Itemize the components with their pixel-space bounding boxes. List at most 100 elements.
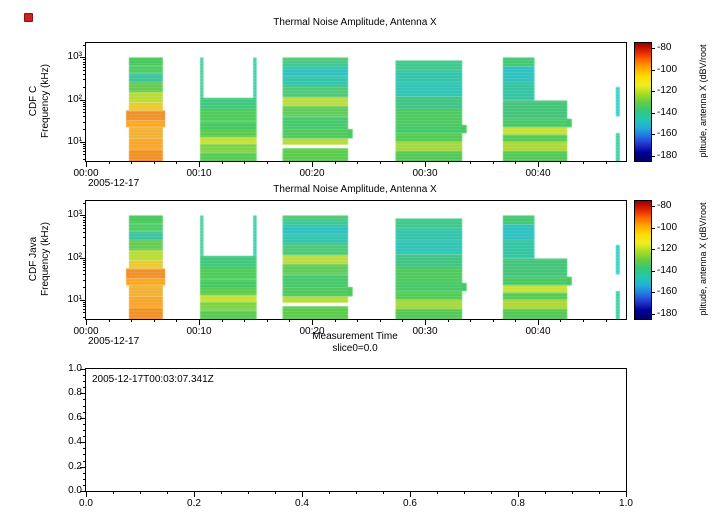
tick-mark xyxy=(267,161,268,164)
x-tick-label: 00:40 xyxy=(525,326,551,337)
tick-mark xyxy=(83,280,86,281)
tick-mark xyxy=(83,436,86,437)
date-label: 2005-12-17 xyxy=(88,178,140,189)
tick-mark xyxy=(83,287,86,288)
tick-mark xyxy=(83,399,86,400)
colorbar-tick-label: -160 xyxy=(657,128,678,139)
tick-mark xyxy=(80,100,86,101)
colorbar-label-cdf-java: plitude, antenna X (dBV/root xyxy=(698,202,708,316)
colorbar-cdf-java[interactable]: -80 -100 -120 -140 -160 -180 xyxy=(634,200,677,320)
tick-mark xyxy=(83,375,86,376)
tick-mark xyxy=(402,161,403,164)
y-tick-label: 0.6 xyxy=(68,412,82,423)
tick-mark xyxy=(113,491,114,494)
colorbar-gradient xyxy=(635,201,651,319)
tick-mark xyxy=(83,309,86,310)
tick-mark xyxy=(606,319,607,322)
tick-mark xyxy=(83,106,86,107)
tick-mark xyxy=(651,228,655,229)
tick-mark xyxy=(357,161,358,164)
tick-mark xyxy=(329,491,330,494)
x-tick-label: 00:30 xyxy=(412,326,438,337)
tick-mark xyxy=(109,319,110,322)
tick-mark xyxy=(335,319,336,322)
tick-mark xyxy=(267,319,268,322)
tick-mark xyxy=(560,161,561,164)
tick-mark xyxy=(83,485,86,486)
x-tick-label: 00:30 xyxy=(412,168,438,179)
tick-mark xyxy=(437,491,438,494)
context-plot[interactable]: 2005-12-17T00:03:07.341Z 0.0 0.2 0.4 0.6 0.8… xyxy=(68,363,633,509)
y-tick-label: 0.0 xyxy=(68,485,82,496)
x-tick-label: 0.6 xyxy=(403,498,417,509)
date-label: 2005-12-17 xyxy=(88,336,140,347)
tick-mark xyxy=(83,225,86,226)
x-tick-label: 00:00 xyxy=(73,168,99,179)
tick-mark xyxy=(167,491,168,494)
tick-mark xyxy=(140,491,141,494)
spectrogram-cdf-c[interactable]: 2005-12-17 10³ 10² 10¹ 00:00 00:10 00:20 00:30… xyxy=(68,42,627,189)
x-tick-label: 0.4 xyxy=(295,498,309,509)
x-tick-label: 00:10 xyxy=(186,168,212,179)
tick-mark xyxy=(289,319,290,322)
panel-label: CDF C xyxy=(28,85,39,117)
tick-mark xyxy=(448,161,449,164)
tick-mark xyxy=(464,491,465,494)
tick-mark xyxy=(83,45,86,46)
tick-mark xyxy=(83,74,86,75)
x-tick-label: 00:10 xyxy=(186,326,212,337)
y-tick-label: 0.8 xyxy=(68,387,82,398)
tick-mark xyxy=(651,113,655,114)
tick-mark xyxy=(383,491,384,494)
y-tick-label: 10² xyxy=(67,94,82,105)
y-tick-label: 10³ xyxy=(67,51,82,62)
tick-mark xyxy=(83,304,86,305)
tick-mark xyxy=(410,491,411,497)
tick-mark xyxy=(86,491,87,497)
tick-mark xyxy=(606,161,607,164)
tick-mark xyxy=(83,473,86,474)
tick-mark xyxy=(651,271,655,272)
tick-mark xyxy=(80,467,86,468)
colorbar-tick-label: -180 xyxy=(657,308,678,319)
tick-mark xyxy=(538,319,539,325)
tick-mark xyxy=(491,491,492,494)
x-tick-label: 00:00 xyxy=(73,326,99,337)
tick-mark xyxy=(651,314,655,315)
tick-mark xyxy=(425,161,426,167)
tick-mark xyxy=(83,59,86,60)
spectrogram-canvas xyxy=(86,43,626,161)
colorbar-tick-label: -80 xyxy=(657,200,672,211)
plot-title-cdf-java: Thermal Noise Amplitude, Antenna X xyxy=(273,184,437,195)
tick-mark xyxy=(199,319,200,325)
tick-mark xyxy=(83,461,86,462)
tick-mark xyxy=(515,319,516,322)
tick-mark xyxy=(83,302,86,303)
tick-mark xyxy=(154,319,155,322)
tick-mark xyxy=(83,122,86,123)
tick-mark xyxy=(86,319,87,325)
y-tick-label: 0.4 xyxy=(68,436,82,447)
colorbar-tick-label: -120 xyxy=(657,243,678,254)
tick-mark xyxy=(83,232,86,233)
tick-mark xyxy=(651,292,655,293)
tick-mark xyxy=(83,387,86,388)
tick-mark xyxy=(493,161,494,164)
tick-mark xyxy=(83,109,86,110)
colorbar-cdf-c[interactable]: -80 -100 -120 -140 -160 -180 xyxy=(634,42,677,162)
tick-mark xyxy=(131,319,132,322)
tick-mark xyxy=(83,222,86,223)
tick-mark xyxy=(244,319,245,322)
spectrogram-cdf-java[interactable]: 2005-12-17 10³ 10² 10¹ 00:00 00:10 00:20 00:30… xyxy=(68,200,627,347)
tick-mark xyxy=(289,161,290,164)
tick-mark xyxy=(83,448,86,449)
tick-mark xyxy=(83,267,86,268)
tick-mark xyxy=(244,161,245,164)
tick-mark xyxy=(199,161,200,167)
tick-mark xyxy=(651,91,655,92)
tick-mark xyxy=(380,161,381,164)
tick-mark xyxy=(83,144,86,145)
tick-mark xyxy=(83,104,86,105)
y-axis-label-cdf-java: CDF Java Frequency (kHz) xyxy=(28,222,52,296)
colorbar-label-cdf-c: plitude, antenna X (dBV/root xyxy=(698,44,708,158)
